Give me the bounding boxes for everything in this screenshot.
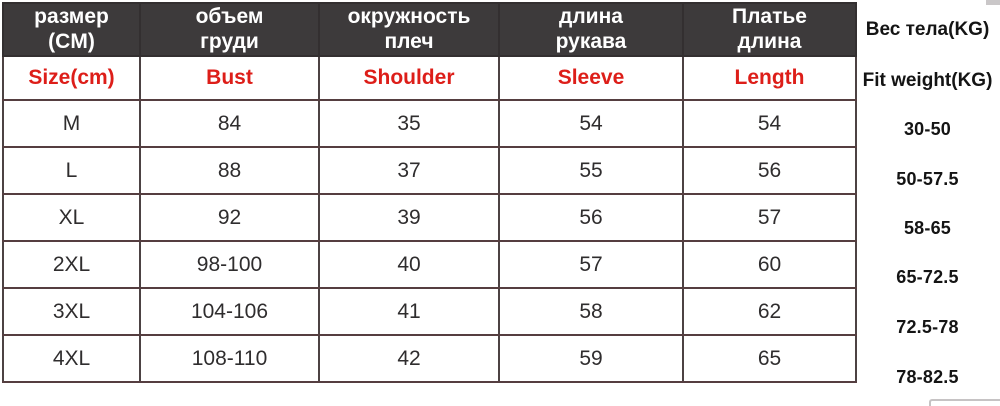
length-cell: 60 [682, 240, 857, 289]
bust-cell: 98-100 [139, 240, 320, 289]
sleeve-cell: 55 [498, 146, 684, 195]
sleeve-cell: 58 [498, 287, 684, 336]
sleeve-cell: 56 [498, 193, 684, 242]
table-row-2xl: 2XL 98-100 40 57 60 [2, 240, 857, 289]
length-cell: 62 [682, 287, 857, 336]
length-cell: 57 [682, 193, 857, 242]
weight-value: 78-82.5 [896, 366, 959, 387]
header-size-en: Size(cm) [2, 55, 141, 101]
crop-artifact-top-right [986, 0, 1000, 5]
length-cell: 54 [682, 99, 857, 148]
size-cell: M [2, 99, 141, 148]
bust-cell: 104-106 [139, 287, 320, 336]
header-row-english: Size(cm) Bust Shoulder Sleeve Length [2, 55, 857, 101]
shoulder-cell: 37 [318, 146, 500, 195]
header-sleeve-ru: длина рукава [498, 2, 684, 57]
header-length-ru: Платье длина [682, 2, 857, 57]
bust-cell: 88 [139, 146, 320, 195]
shoulder-cell: 39 [318, 193, 500, 242]
weight-value: 58-65 [903, 218, 952, 238]
header-bust-ru: объем груди [139, 2, 320, 57]
size-cell: L [2, 146, 141, 195]
sleeve-cell: 57 [498, 240, 684, 289]
table-row-3xl: 3XL 104-106 41 58 62 [2, 287, 857, 336]
header-bust-en: Bust [139, 55, 320, 101]
table-row-xl: XL 92 39 56 57 [2, 193, 857, 242]
shoulder-cell: 42 [318, 334, 500, 383]
crop-artifact-bottom-right [929, 399, 1000, 406]
bust-cell: 108-110 [139, 334, 320, 383]
size-cell: 2XL [2, 240, 141, 289]
sleeve-cell: 54 [498, 99, 684, 148]
bust-cell: 92 [139, 193, 320, 242]
shoulder-cell: 40 [318, 240, 500, 289]
weight-value: 30-50 [903, 118, 952, 139]
weight-title-english: Fit weight(KG) [862, 69, 993, 91]
header-row-russian: размер (CM) объем груди окружность плеч дли… [2, 2, 857, 57]
weight-title-russian: Вес тела(KG) [865, 18, 990, 40]
size-cell: XL [2, 193, 141, 242]
weight-value: 65-72.5 [896, 266, 959, 287]
size-cell: 4XL [2, 334, 141, 383]
table-row-l: L 88 37 55 56 [2, 146, 857, 195]
shoulder-cell: 41 [318, 287, 500, 336]
size-cell: 3XL [2, 287, 141, 336]
header-length-en: Length [682, 55, 857, 101]
size-chart-table: размер (CM) объем груди окружность плеч дли… [2, 2, 857, 383]
weight-value: 72.5-78 [896, 316, 959, 337]
length-cell: 65 [682, 334, 857, 383]
shoulder-cell: 35 [318, 99, 500, 148]
weight-value: 50-57.5 [896, 169, 959, 189]
header-shoulder-ru: окружность плеч [318, 2, 500, 57]
header-shoulder-en: Shoulder [318, 55, 500, 101]
sleeve-cell: 59 [498, 334, 684, 383]
length-cell: 56 [682, 146, 857, 195]
header-size-ru: размер (CM) [2, 2, 141, 57]
header-sleeve-en: Sleeve [498, 55, 684, 101]
bust-cell: 84 [139, 99, 320, 148]
table-row-m: M 84 35 54 54 [2, 99, 857, 148]
weight-column: Вес тела(KG) Fit weight(KG) 30-50 50-57.… [855, 2, 1000, 404]
table-row-4xl: 4XL 108-110 42 59 65 [2, 334, 857, 383]
